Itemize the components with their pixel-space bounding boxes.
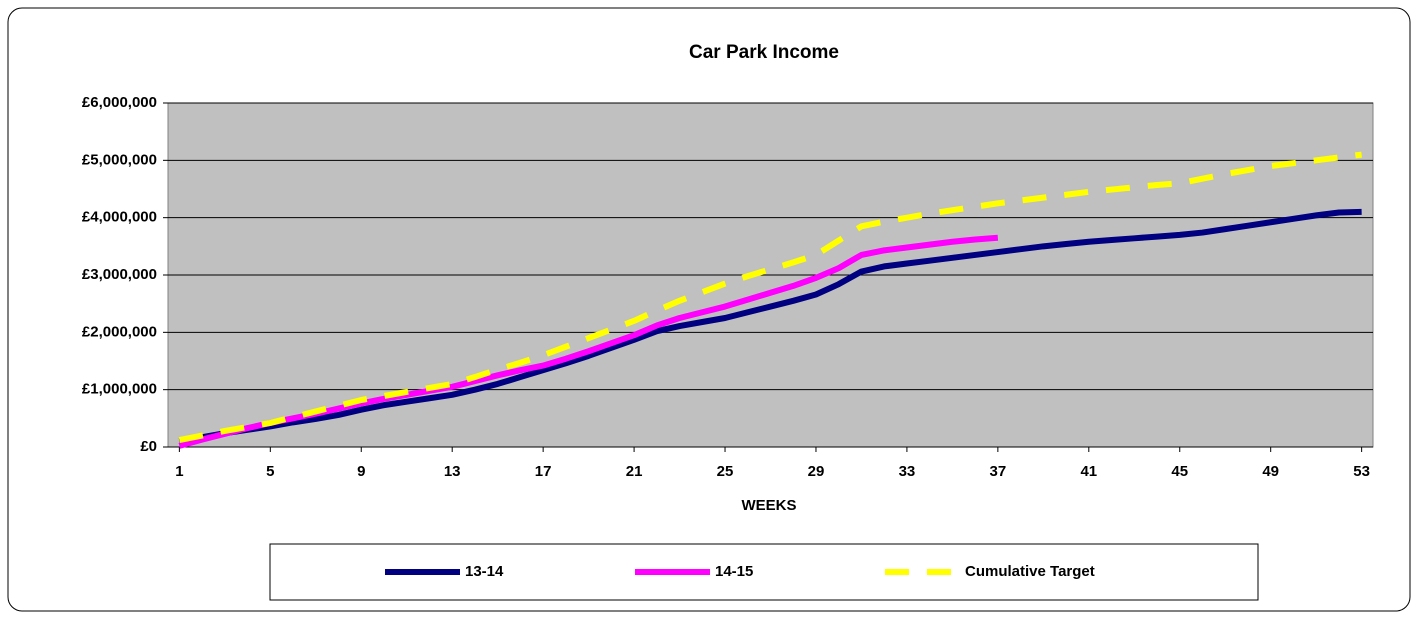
x-tick-label: 49 xyxy=(1262,463,1279,480)
line-series xyxy=(178,208,1362,445)
x-tick-label: 1 xyxy=(175,463,183,480)
legend-label: 14-15 xyxy=(715,563,753,580)
y-tick-label: £2,000,000 xyxy=(82,323,157,340)
x-tick-label: 9 xyxy=(357,463,365,480)
x-tick-label: 21 xyxy=(626,463,643,480)
x-tick-label: 5 xyxy=(266,463,274,480)
y-tick-label: £4,000,000 xyxy=(82,209,157,226)
x-tick-label: 41 xyxy=(1080,463,1097,480)
x-tick-label: 45 xyxy=(1171,463,1188,480)
x-tick-label: 29 xyxy=(808,463,825,480)
x-tick-label: 17 xyxy=(535,463,552,480)
x-tick-label: 13 xyxy=(444,463,461,480)
x-tick-label: 25 xyxy=(717,463,734,480)
x-axis-label: WEEKS xyxy=(741,497,796,514)
line-series xyxy=(178,151,1363,444)
y-tick-label: £6,000,000 xyxy=(82,94,157,111)
x-tick-label: 33 xyxy=(899,463,916,480)
y-tick-label: £5,000,000 xyxy=(82,151,157,168)
legend-label: Cumulative Target xyxy=(965,563,1095,580)
chart-title: Car Park Income xyxy=(689,42,839,63)
y-tick-label: £0 xyxy=(140,438,157,455)
x-tick-label: 37 xyxy=(990,463,1007,480)
legend-label: 13-14 xyxy=(465,563,504,580)
x-tick-label: 53 xyxy=(1353,463,1370,480)
y-tick-label: £3,000,000 xyxy=(82,266,157,283)
y-tick-label: £1,000,000 xyxy=(82,381,157,398)
